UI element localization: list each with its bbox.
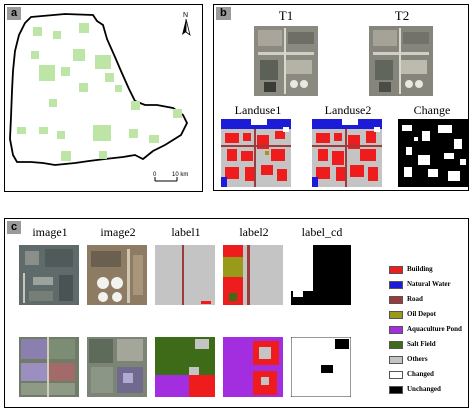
legend-swatch-salt-field (389, 341, 403, 349)
legend-label-oil-depot: Oil Depot (407, 310, 436, 318)
row2-label-cd (291, 337, 351, 397)
scale-right: 10 km (172, 172, 188, 178)
row1-label1 (155, 245, 215, 305)
legend-swatch-aquaculture-pond (389, 326, 403, 334)
legend-swatch-road (389, 296, 403, 304)
col-header-label1: label1 (171, 225, 201, 239)
col-header-image2: image2 (100, 225, 136, 239)
legend-label-salt-field: Salt Field (407, 340, 436, 348)
legend-label-aquaculture-pond: Aquaculture Pond (407, 325, 462, 333)
panel-b-tag: b (216, 7, 231, 20)
north-arrow-icon (182, 18, 191, 36)
t2-image (369, 26, 433, 96)
legend-label-road: Road (407, 295, 423, 303)
label-t2: T2 (394, 8, 410, 23)
legend-swatch-natural-water (389, 281, 403, 289)
landuse1-map (221, 119, 291, 187)
row1-label-cd (291, 245, 351, 305)
legend-label-natural-water: Natural Water (407, 280, 451, 288)
row2-label2 (223, 337, 283, 397)
legend-swatch-changed (389, 371, 403, 379)
panel-c: c image1 image2 label1 label2 label_cd (4, 218, 469, 408)
legend-swatch-building (389, 266, 403, 274)
row1-image1 (19, 245, 79, 305)
col-header-image1: image1 (32, 225, 68, 239)
legend-swatch-unchanged (389, 386, 403, 394)
label-landuse2: Landuse2 (324, 103, 372, 117)
landuse2-map (312, 119, 382, 187)
study-area-map: N 0 10 km (9, 12, 191, 182)
label-landuse1: Landuse1 (234, 103, 282, 117)
study-area-boundary (9, 13, 189, 166)
north-label: N (183, 12, 188, 19)
legend-swatch-others (389, 356, 403, 364)
legend-label-building: Building (407, 265, 433, 273)
label-t1: T1 (278, 8, 294, 23)
col-header-label2: label2 (239, 225, 269, 239)
panel-c-tag: c (7, 221, 22, 234)
scale-left: 0 (153, 172, 157, 178)
sample-patches (17, 23, 182, 161)
row2-image1 (19, 337, 79, 397)
row1-label2 (223, 245, 283, 305)
legend-label-changed: Changed (407, 370, 434, 378)
panel-a: a (4, 4, 203, 192)
row2-label1 (155, 337, 215, 397)
t1-image (254, 26, 318, 96)
legend: Building Natural Water Road Oil Depot Aq… (389, 265, 469, 395)
row1-image2 (87, 245, 147, 305)
legend-label-unchanged: Unchanged (407, 385, 441, 393)
panel-a-tag: a (7, 7, 22, 20)
panel-b: b T1 T2 Landuse1 Landuse2 Change (213, 4, 469, 191)
col-header-label-cd: label_cd (301, 225, 343, 239)
legend-label-others: Others (407, 355, 428, 363)
scale-bar (154, 177, 178, 182)
row2-image2 (87, 337, 147, 397)
change-map (398, 119, 468, 187)
label-change: Change (413, 103, 451, 117)
legend-swatch-oil-depot (389, 311, 403, 319)
